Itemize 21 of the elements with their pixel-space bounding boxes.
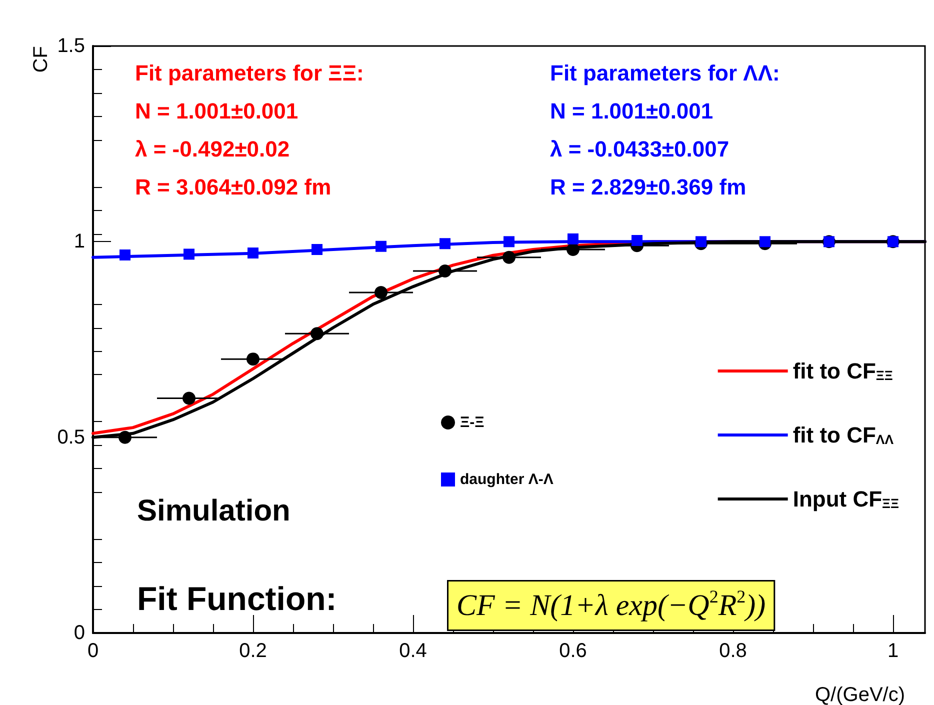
- annotation: Simulation: [137, 494, 290, 528]
- legend-label: daughter Λ-Λ: [460, 471, 554, 488]
- y-axis-title: CF: [30, 46, 52, 73]
- x-tick-label: 0: [87, 640, 99, 662]
- legend-label: Ξ-Ξ: [460, 414, 485, 431]
- y-tick-label: 0.5: [57, 426, 85, 448]
- x-tick-label: 0.4: [399, 640, 427, 662]
- legend-label: fit to CFΛΛ: [792, 422, 894, 448]
- x-tick-label: 0.6: [559, 640, 587, 662]
- x-tick-label: 0.8: [719, 640, 747, 662]
- legend-label: fit to CFΞΞ: [792, 358, 893, 384]
- x-tick-label: 1: [887, 640, 899, 662]
- annotation: Fit Function:: [137, 580, 337, 617]
- x-axis-title: Q/(GeV/c): [815, 684, 906, 705]
- x-tick-label: 0.2: [239, 640, 267, 662]
- annotation: Fit parameters for ΛΛ: N = 1.001±0.001 λ = -0.0433±0.007 R = 2.829±0.369 fm: [550, 60, 780, 200]
- y-tick-label: 0: [74, 622, 85, 644]
- y-tick-label: 1: [74, 230, 85, 253]
- annotation: Fit parameters for ΞΞ: N = 1.001±0.001 λ = -0.492±0.02 R = 3.064±0.092 fm: [135, 60, 364, 200]
- legend-label: Input CFΞΞ: [792, 486, 900, 512]
- y-tick-label: 1.5: [57, 35, 85, 57]
